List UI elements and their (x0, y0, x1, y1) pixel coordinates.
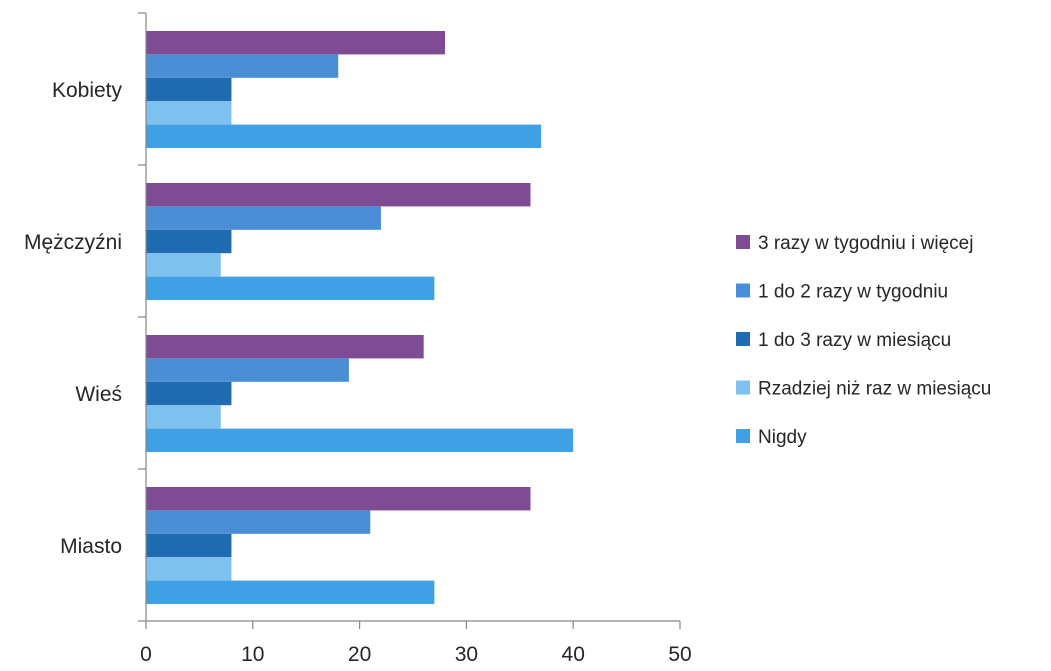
x-tick-label: 20 (348, 643, 371, 666)
legend-label: 1 do 2 razy w tygodniu (758, 282, 948, 303)
x-tick-label: 50 (668, 643, 691, 666)
bar-1-1 (146, 31, 446, 55)
bar-4-2 (146, 253, 221, 277)
legend-swatch (736, 283, 750, 298)
bar-4-4 (146, 557, 232, 581)
bar-2-1 (146, 54, 339, 78)
x-tick-label: 40 (562, 643, 585, 666)
x-tick-label: 0 (140, 643, 152, 666)
bar-3-1 (146, 77, 232, 102)
bar-4-3 (146, 405, 221, 429)
bar-5-1 (146, 124, 542, 148)
category-label: Kobiety (52, 79, 123, 102)
bars-layer (146, 31, 574, 604)
bar-3-2 (146, 229, 232, 254)
bar-1-3 (146, 335, 424, 359)
bar-1-2 (146, 183, 531, 207)
category-label: Miasto (60, 535, 122, 558)
bar-2-4 (146, 510, 371, 534)
legend-label: 1 do 3 razy w miesiącu (758, 330, 951, 351)
bar-2-2 (146, 206, 381, 230)
legend-swatch (736, 332, 750, 346)
axes-layer: Kobiety Mężczyźni Wieś Miasto 0 10 20 30 40 50 (24, 12, 692, 666)
legend-label: Rzadziej niż raz w miesiącu (758, 379, 991, 400)
x-tick-label: 30 (455, 643, 478, 666)
legend-swatch (736, 380, 750, 395)
legend-swatch (736, 429, 750, 443)
bar-2-3 (146, 358, 349, 382)
legend-label: Nigdy (758, 427, 807, 448)
bar-1-4 (146, 487, 531, 511)
bar-5-2 (146, 276, 435, 300)
category-label: Wieś (75, 383, 122, 406)
bar-3-3 (146, 381, 232, 406)
bar-4-1 (146, 101, 232, 125)
legend-swatch (736, 235, 750, 249)
category-label: Mężczyźni (24, 231, 122, 254)
bar-5-4 (146, 580, 435, 604)
bar-5-3 (146, 428, 574, 452)
legend: 3 razy w tygodniu i więcej 1 do 2 razy w … (736, 233, 991, 448)
bar-3-4 (146, 533, 232, 558)
x-tick-label: 10 (241, 643, 264, 666)
legend-label: 3 razy w tygodniu i więcej (758, 233, 973, 254)
